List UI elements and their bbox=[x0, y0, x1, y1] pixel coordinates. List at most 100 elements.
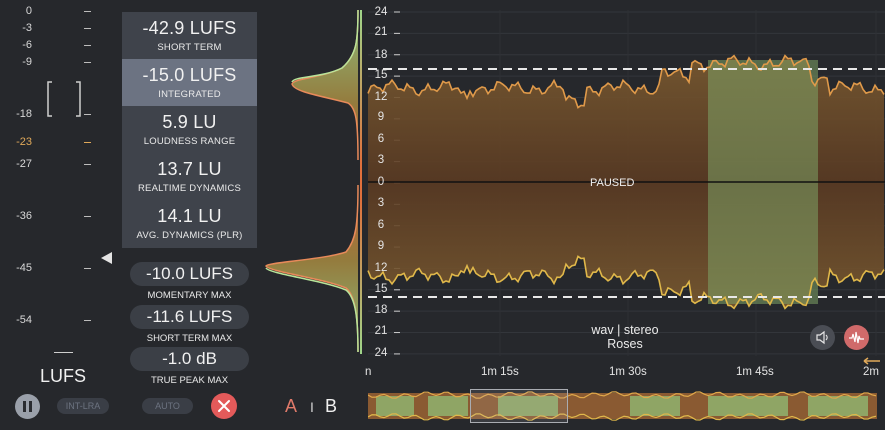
overview-strip[interactable] bbox=[367, 389, 877, 423]
overview-waveform bbox=[367, 391, 877, 421]
overview-outline bbox=[367, 391, 877, 399]
overview-segment bbox=[428, 396, 468, 416]
waveform-outline-top bbox=[367, 54, 885, 109]
ab-separator: I bbox=[310, 399, 314, 415]
scale-tick bbox=[84, 11, 91, 12]
scale-label-m6: -6 bbox=[22, 39, 32, 51]
scale-tick-target bbox=[84, 142, 91, 143]
playhead-arrow-icon[interactable] bbox=[862, 356, 882, 366]
overview-outline bbox=[367, 413, 877, 421]
reset-button[interactable] bbox=[211, 393, 237, 419]
overview-selection-window[interactable] bbox=[470, 389, 568, 423]
true-peak-max-value[interactable]: -1.0 dB bbox=[130, 347, 249, 371]
loudness-range-label: LOUDNESS RANGE bbox=[143, 136, 236, 147]
scale-label-0: 0 bbox=[25, 5, 32, 17]
scale-label-m27: -27 bbox=[16, 158, 32, 170]
scale-tick bbox=[84, 268, 91, 269]
y-tick: 3 bbox=[377, 154, 385, 166]
scale-label-m18: -18 bbox=[16, 108, 32, 120]
x-tick: 1m 30s bbox=[609, 366, 647, 378]
close-icon bbox=[218, 400, 230, 412]
graph-left-border bbox=[360, 10, 362, 354]
scale-tick bbox=[84, 320, 91, 321]
status-text: PAUSED bbox=[590, 177, 635, 189]
momentary-max-label: MOMENTARY MAX bbox=[147, 290, 232, 301]
avg-dynamics-label: AVG. DYNAMICS (PLR) bbox=[136, 230, 243, 241]
scale-label-m36: -36 bbox=[16, 210, 32, 222]
short-term-max-value[interactable]: -11.6 LUFS bbox=[130, 305, 249, 329]
realtime-dynamics-label: REALTIME DYNAMICS bbox=[138, 183, 241, 194]
avg-dynamics-value: 14.1 LU bbox=[157, 206, 222, 226]
integrated-value: -15.0 LUFS bbox=[142, 65, 237, 85]
x-tick: 2m bbox=[863, 366, 879, 378]
waveform-graph[interactable]: PAUSED wav | stereo Roses bbox=[360, 0, 885, 362]
int-lra-button[interactable]: INT-LRA bbox=[57, 398, 109, 414]
track-name: Roses bbox=[607, 337, 643, 351]
y-tick: 21 bbox=[374, 325, 388, 337]
scale-label-m45: -45 bbox=[16, 262, 32, 274]
y-tick: 24 bbox=[374, 347, 388, 359]
y-tick: 6 bbox=[377, 133, 385, 145]
stat-loudness-range[interactable]: 5.9 LU LOUDNESS RANGE bbox=[122, 106, 257, 153]
overview-segment bbox=[630, 396, 680, 416]
speaker-button[interactable] bbox=[810, 325, 835, 350]
integrated-label: INTEGRATED bbox=[158, 89, 221, 100]
x-tick: n bbox=[365, 366, 372, 378]
stat-avg-dynamics[interactable]: 14.1 LU AVG. DYNAMICS (PLR) bbox=[122, 200, 257, 248]
short-term-max-label: SHORT TERM MAX bbox=[146, 333, 233, 344]
scale-label-m54: -54 bbox=[16, 314, 32, 326]
overview-segment bbox=[808, 396, 868, 416]
scale-tick bbox=[84, 164, 91, 165]
pause-icon bbox=[23, 401, 26, 412]
y-tick: 9 bbox=[377, 111, 385, 123]
y-tick: 12 bbox=[374, 91, 388, 103]
waveform-outline-bottom bbox=[367, 255, 885, 310]
y-tick: 6 bbox=[377, 219, 385, 231]
stat-realtime-dynamics[interactable]: 13.7 LU REALTIME DYNAMICS bbox=[122, 153, 257, 200]
scale-label-target: -23 bbox=[16, 136, 32, 148]
overview-segment bbox=[376, 396, 414, 416]
overview-segment bbox=[498, 396, 558, 416]
scale-label-m3: -3 bbox=[22, 22, 32, 34]
stat-short-term[interactable]: -42.9 LUFS SHORT TERM bbox=[122, 12, 257, 59]
speaker-icon bbox=[816, 330, 828, 345]
waveform-button[interactable] bbox=[844, 325, 869, 350]
y-tick: 24 bbox=[374, 6, 388, 18]
y-tick: 0 bbox=[377, 176, 385, 188]
short-term-label: SHORT TERM bbox=[157, 42, 222, 53]
loudness-meter: 0 -3 -6 -9 -18 -23 -27 -36 -45 -54 bbox=[0, 0, 112, 360]
scale-tick bbox=[84, 28, 91, 29]
waveform-icon bbox=[849, 331, 864, 344]
y-tick: 15 bbox=[374, 283, 388, 295]
loudness-range-bracket bbox=[47, 81, 81, 117]
realtime-dynamics-value: 13.7 LU bbox=[157, 159, 222, 179]
y-tick: 15 bbox=[374, 69, 388, 81]
scale-label-m9: -9 bbox=[22, 56, 32, 68]
a-label[interactable]: A bbox=[285, 396, 298, 416]
true-peak-max-label: TRUE PEAK MAX bbox=[150, 375, 229, 386]
stat-integrated[interactable]: -15.0 LUFS INTEGRATED bbox=[122, 59, 257, 106]
file-info: wav | stereo bbox=[591, 323, 659, 337]
ab-toggle[interactable]: A I B bbox=[285, 396, 341, 418]
pause-icon-bar bbox=[29, 401, 32, 412]
short-term-value: -42.9 LUFS bbox=[142, 18, 237, 38]
x-tick: 1m 15s bbox=[481, 366, 519, 378]
meter-pointer-icon[interactable] bbox=[100, 251, 114, 265]
scale-tick bbox=[84, 114, 91, 115]
loudness-histogram bbox=[265, 9, 359, 353]
y-tick: 12 bbox=[374, 262, 388, 274]
x-tick: 1m 45s bbox=[736, 366, 774, 378]
waveform-svg bbox=[367, 10, 885, 356]
meter-unit-label: LUFS bbox=[39, 366, 86, 386]
y-tick: 3 bbox=[377, 197, 385, 209]
auto-button[interactable]: AUTO bbox=[142, 398, 193, 414]
y-tick: 18 bbox=[374, 49, 388, 61]
pause-button[interactable] bbox=[15, 394, 40, 419]
scale-tick bbox=[84, 62, 91, 63]
momentary-max-value[interactable]: -10.0 LUFS bbox=[130, 262, 249, 286]
meter-bar-indicator bbox=[54, 352, 73, 353]
y-tick: 21 bbox=[374, 26, 388, 38]
loudness-range-value: 5.9 LU bbox=[162, 112, 217, 132]
b-label[interactable]: B bbox=[325, 396, 338, 416]
y-tick: 9 bbox=[377, 240, 385, 252]
